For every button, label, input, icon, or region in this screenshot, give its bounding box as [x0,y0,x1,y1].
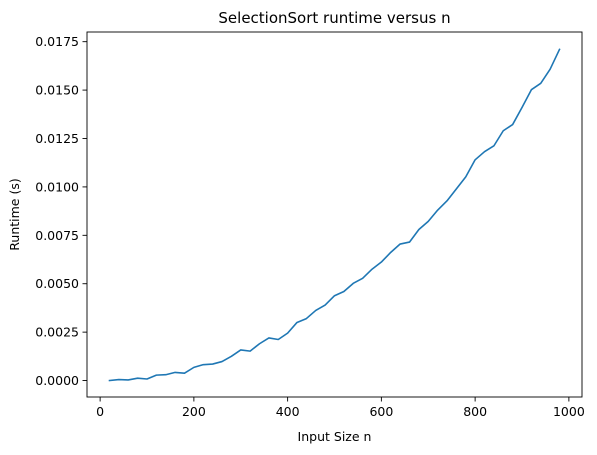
x-tick-label-3: 600 [369,404,393,419]
y-tick-label-3: 0.0075 [35,228,79,243]
x-tick-label-0: 0 [96,404,104,419]
plot-area [87,32,582,397]
series-line-0 [108,48,561,382]
y-tick-label-7: 0.0175 [35,34,79,49]
x-axis-label: Input Size n [298,429,372,444]
y-axis-label: Runtime (s) [7,178,22,250]
x-tick-label-4: 800 [463,404,487,419]
chart-title: SelectionSort runtime versus n [218,9,450,27]
x-tick-label-5: 1000 [553,404,585,419]
axes-frame [86,31,583,398]
y-tick-label-6: 0.0150 [35,83,79,98]
x-tick-label-1: 200 [182,404,206,419]
y-tick-label-5: 0.0125 [35,131,79,146]
x-tick-label-2: 400 [276,404,300,419]
series-layer [108,48,561,382]
y-tick-label-1: 0.0025 [35,325,79,340]
y-tick-label-0: 0.0000 [35,373,79,388]
axes-layer: 0 200 400 600 800 1000 0.0000 0.0025 0.0050 0.007… [35,31,585,419]
y-tick-label-4: 0.0100 [35,179,79,194]
y-tick-label-2: 0.0050 [35,276,79,291]
